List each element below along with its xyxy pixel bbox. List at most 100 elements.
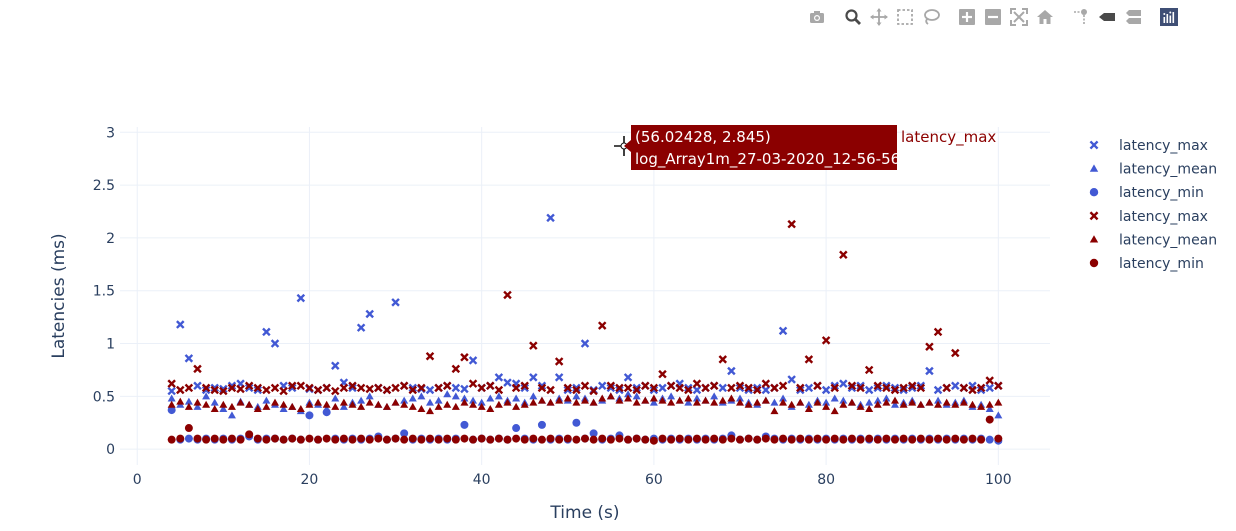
point-latency_mean [520,400,529,408]
legend-item[interactable]: latency_max [1089,209,1208,225]
point-latency_max [227,383,237,393]
point-latency_mean [985,400,994,408]
legend-item[interactable]: latency_min [1089,185,1204,201]
point-latency_min [753,435,762,444]
x-tick-label: 60 [645,472,663,488]
point-latency_max [503,378,512,387]
legend-label: latency_max [1119,209,1208,225]
point-latency_min [977,435,986,444]
point-latency_max [623,373,633,382]
hover-compare-icon[interactable] [1120,6,1146,28]
point-latency_max [778,381,788,391]
point-latency_mean [426,407,434,415]
point-latency_max [641,381,650,391]
legend-item[interactable]: latency_mean [1089,232,1217,248]
point-latency_mean [460,394,469,402]
point-latency_min [761,434,770,443]
zoom-in-icon[interactable] [954,6,980,28]
point-latency_min [357,434,366,443]
point-latency_mean [856,402,865,410]
point-latency_max [331,361,340,370]
point-latency_min [727,434,736,443]
point-latency_mean [167,400,176,408]
camera-icon[interactable] [804,6,830,28]
autoscale-icon[interactable] [1006,6,1032,28]
point-latency_mean [727,394,736,402]
point-latency_mean [279,400,288,408]
point-latency_mean [667,392,676,400]
point-latency_mean [477,398,486,406]
point-latency_mean [339,402,348,410]
home-icon[interactable] [1032,6,1058,28]
point-latency_min [184,424,193,433]
point-latency_mean [494,392,503,400]
point-latency_max [227,381,237,391]
point-latency_max [529,341,538,350]
legend-item[interactable]: latency_max [1089,138,1208,154]
zoom-icon[interactable] [840,6,866,28]
point-latency_mean [934,400,943,408]
point-latency_mean [994,411,1003,419]
point-latency_min [339,434,348,443]
zoom-out-icon[interactable] [980,6,1006,28]
point-latency_max [503,290,512,300]
point-latency_mean [692,394,701,402]
point-latency_min [925,435,934,444]
point-latency_max [184,354,194,363]
point-latency_max [830,383,839,393]
point-latency_mean [865,405,874,413]
point-latency_max [615,383,624,393]
point-latency_max [890,383,900,393]
point-latency_min [219,435,228,444]
point-latency_min [985,435,994,444]
point-latency_max [253,385,263,395]
y-tick-label: 1 [106,337,115,353]
point-latency_max [262,327,271,337]
point-latency_max [692,379,702,388]
point-latency_max [374,383,383,393]
point-latency_mean [305,400,314,408]
legend-item[interactable]: latency_mean [1089,162,1217,178]
point-latency_mean [512,402,521,410]
point-latency_max [572,385,581,395]
point-latency_max [417,383,426,393]
point-latency_min [271,434,279,443]
point-latency_min [959,435,968,444]
plotly-logo-icon[interactable] [1156,6,1182,28]
point-latency_min [796,434,805,443]
x-tick-label: 100 [985,472,1012,488]
point-latency_max [942,383,951,393]
point-latency_max [572,383,581,393]
point-latency_mean [365,392,374,400]
lasso-select-icon[interactable] [918,6,944,28]
point-latency_min [202,435,211,444]
point-latency_max [882,381,891,391]
point-latency_mean [193,402,202,410]
point-latency_min [606,435,615,444]
x-tick-label: 80 [817,472,835,488]
point-latency_min [589,429,598,438]
point-latency_mean [873,400,882,408]
point-latency_min [348,435,357,444]
point-latency_mean [624,394,633,402]
point-latency_mean [882,398,891,406]
pan-icon[interactable] [866,6,892,28]
spike-lines-icon[interactable] [1068,6,1094,28]
point-latency_max [262,385,271,395]
point-latency_min [512,424,521,433]
point-latency_max [847,381,857,391]
box-select-icon[interactable] [892,6,918,28]
point-latency_max [701,383,710,393]
point-latency_min [942,435,951,444]
modebar [804,6,1182,28]
point-latency_max [606,381,616,391]
point-latency_mean [494,400,503,408]
point-latency_max [830,381,839,391]
hover-closest-icon[interactable] [1094,6,1120,28]
legend-item[interactable]: latency_min [1089,256,1204,272]
point-latency_min [408,434,417,443]
point-latency_min [296,435,305,444]
point-latency_min [908,435,917,444]
hover-line-2: log_Array1m_27-03-2020_12-56-56 [635,150,900,169]
point-latency_min [916,434,925,443]
